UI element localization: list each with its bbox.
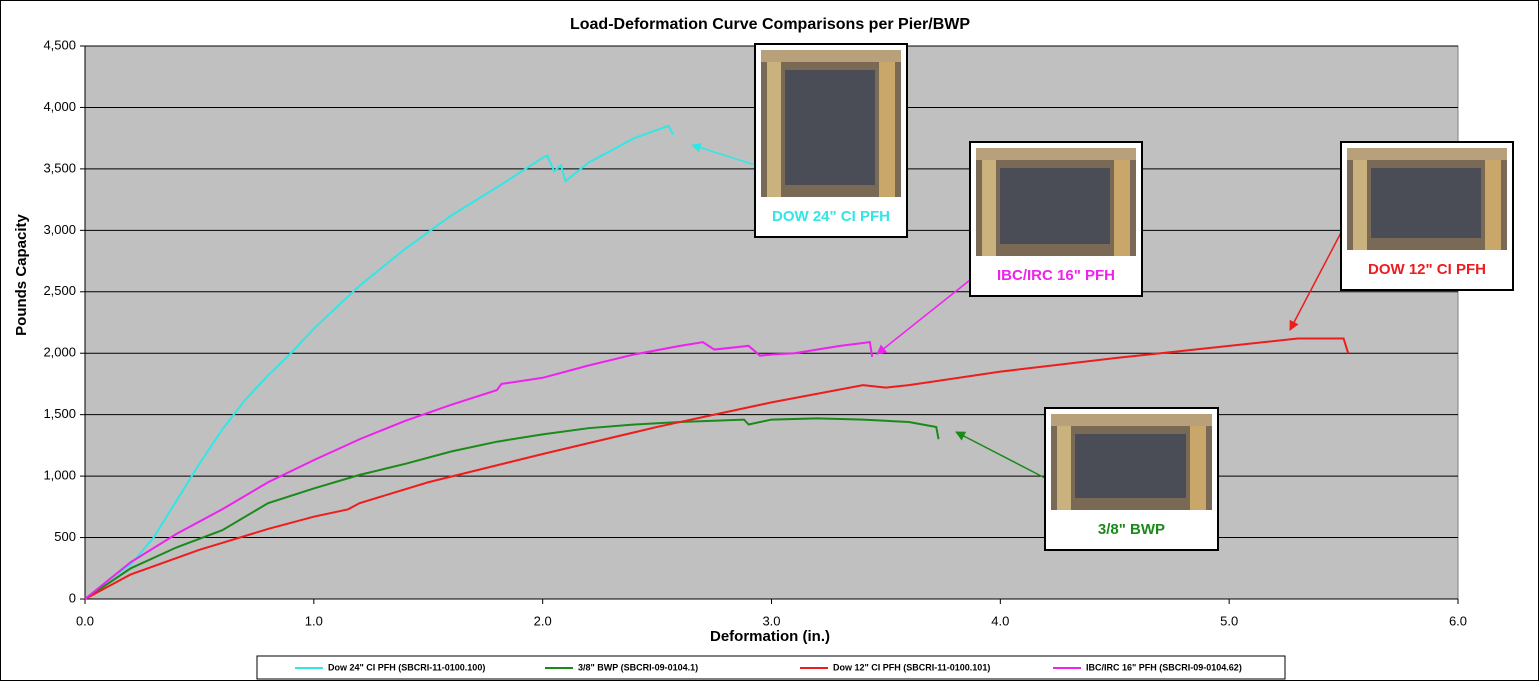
y-tick-label: 500: [54, 529, 76, 544]
annotation-label: DOW 24" CI PFH: [772, 208, 890, 225]
x-tick-label: 4.0: [991, 613, 1009, 628]
y-tick-label: 1,000: [43, 468, 76, 483]
x-tick-label: 2.0: [534, 613, 552, 628]
series-line: [84, 124, 674, 600]
series-line: [84, 337, 1350, 600]
photo-detail: [1114, 160, 1130, 256]
x-tick-label: 5.0: [1220, 613, 1238, 628]
photo-detail: [879, 62, 895, 197]
y-tick-label: 2,500: [43, 283, 76, 298]
y-tick-label: 4,500: [43, 37, 76, 52]
x-tick-label: 1.0: [305, 613, 323, 628]
y-tick-label: 2,000: [43, 345, 76, 360]
photo-detail: [1075, 434, 1186, 498]
photo-detail: [1485, 160, 1501, 250]
annotation-label: IBC/IRC 16" PFH: [997, 267, 1115, 284]
photo-detail: [1353, 160, 1367, 250]
y-axis-label: Pounds Capacity: [13, 214, 30, 336]
x-tick-label: 3.0: [762, 613, 780, 628]
legend-label: IBC/IRC 16" PFH (SBCRI-09-0104.62): [1086, 662, 1242, 672]
photo-detail: [767, 62, 781, 197]
photo-detail: [785, 70, 875, 185]
y-tick-label: 3,500: [43, 160, 76, 175]
x-tick-label: 6.0: [1449, 613, 1467, 628]
legend-label: 3/8" BWP (SBCRI-09-0104.1): [578, 662, 698, 672]
annotation-arrow: [876, 279, 971, 355]
photo-detail: [1347, 148, 1507, 160]
legend-label: Dow 12" CI PFH (SBCRI-11-0100.101): [833, 662, 990, 672]
annotation-arrow: [1289, 224, 1346, 331]
legend-box: [256, 655, 1286, 680]
x-axis-label: Deformation (in.): [710, 628, 830, 645]
photo-detail: [1051, 414, 1212, 426]
photo-detail: [1000, 168, 1110, 244]
photo-detail: [976, 148, 1136, 160]
chart-title: Load-Deformation Curve Comparisons per P…: [570, 16, 970, 33]
photo-detail: [1057, 426, 1071, 510]
photo-detail: [1190, 426, 1206, 510]
series-line: [84, 341, 874, 600]
annotation-label: DOW 12" CI PFH: [1368, 261, 1486, 278]
photo-detail: [982, 160, 996, 256]
annotation-label: 3/8" BWP: [1098, 521, 1165, 538]
x-tick-label: 0.0: [76, 613, 94, 628]
annotation-arrow: [955, 431, 1046, 479]
series-line: [84, 417, 940, 600]
y-tick-label: 0: [69, 590, 76, 605]
photo-detail: [1371, 168, 1481, 238]
photo-detail: [761, 50, 901, 62]
y-tick-label: 4,000: [43, 99, 76, 114]
y-tick-label: 1,500: [43, 406, 76, 421]
legend-label: Dow 24" CI PFH (SBCRI-11-0100.100): [328, 662, 485, 672]
annotation-arrow: [691, 142, 756, 166]
y-tick-label: 3,000: [43, 222, 76, 237]
